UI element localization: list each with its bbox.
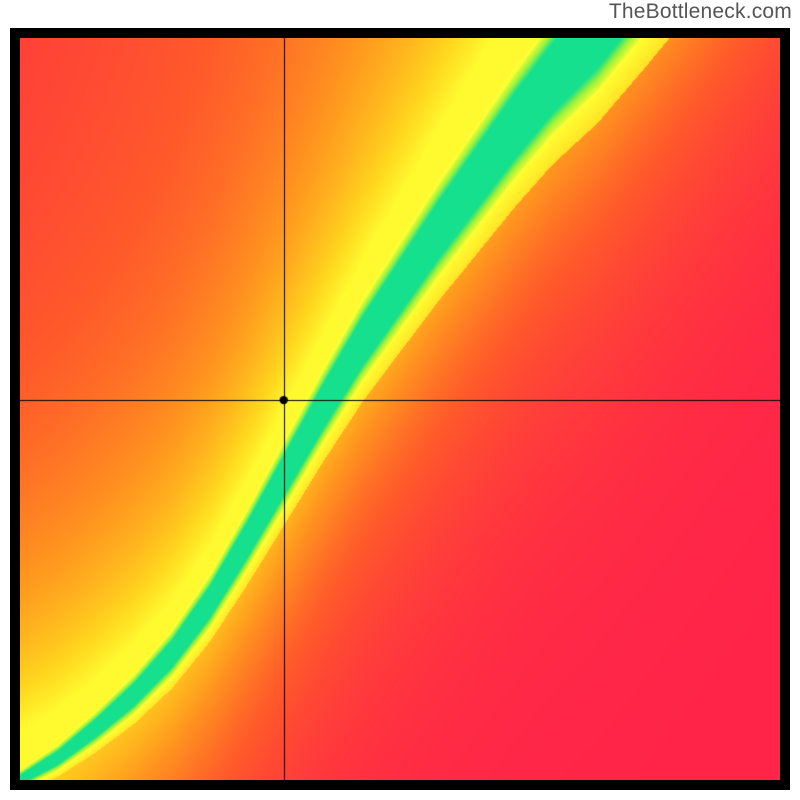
plot-frame [10, 28, 790, 790]
watermark-text: TheBottleneck.com [609, 0, 792, 24]
figure-root: { "watermark": { "text": "TheBottleneck.… [0, 0, 800, 800]
bottleneck-heatmap [20, 38, 780, 780]
heatmap-region [20, 38, 780, 780]
